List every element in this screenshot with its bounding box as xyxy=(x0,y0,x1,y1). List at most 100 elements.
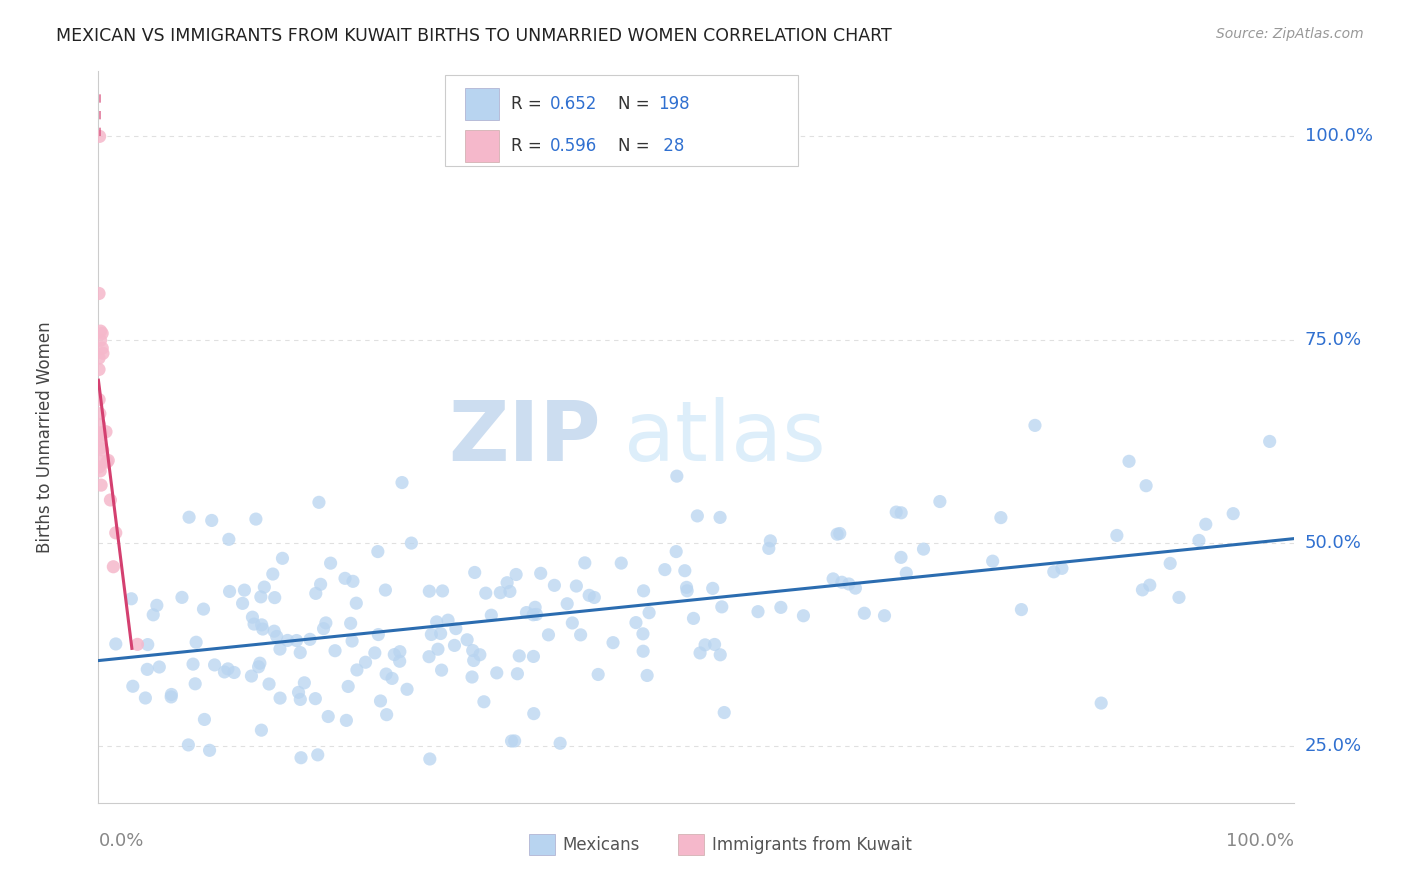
Point xyxy=(759,533,782,548)
Text: 75.0%: 75.0% xyxy=(1305,331,1362,349)
Point xyxy=(673,564,696,578)
Point xyxy=(420,627,443,641)
Point xyxy=(242,610,264,624)
Point xyxy=(426,615,449,629)
Point xyxy=(87,286,110,301)
Text: Source: ZipAtlas.com: Source: ZipAtlas.com xyxy=(1216,27,1364,41)
Point xyxy=(89,129,111,144)
Point xyxy=(218,584,240,599)
Point xyxy=(309,577,332,591)
Point xyxy=(316,709,339,723)
Point xyxy=(574,556,596,570)
Point xyxy=(204,657,226,672)
Point xyxy=(1195,517,1218,532)
Point xyxy=(218,533,240,547)
Point xyxy=(1258,434,1281,449)
Point xyxy=(631,627,654,641)
Point xyxy=(269,691,291,706)
Point xyxy=(217,662,239,676)
Point xyxy=(548,736,571,750)
Point xyxy=(1188,533,1211,548)
Point xyxy=(249,656,271,670)
Point xyxy=(136,662,159,676)
Point xyxy=(981,554,1004,568)
Point xyxy=(524,600,547,615)
Point xyxy=(87,362,110,376)
Point xyxy=(429,626,451,640)
Point xyxy=(485,665,508,680)
Text: ZIP: ZIP xyxy=(449,397,600,477)
Point xyxy=(388,654,411,668)
Point xyxy=(496,575,519,590)
Point xyxy=(1168,591,1191,605)
Point xyxy=(1132,582,1154,597)
Point xyxy=(323,643,346,657)
Point xyxy=(193,713,215,727)
Point xyxy=(340,634,363,648)
Point xyxy=(702,582,724,596)
Point xyxy=(463,653,485,667)
Point xyxy=(1159,557,1181,571)
Point xyxy=(184,635,207,649)
Point xyxy=(312,622,335,636)
Point xyxy=(461,670,484,684)
Point xyxy=(654,563,676,577)
Point xyxy=(426,642,449,657)
Point xyxy=(136,638,159,652)
Text: 198: 198 xyxy=(658,95,689,113)
Point xyxy=(304,691,326,706)
Point xyxy=(769,600,792,615)
Point xyxy=(375,667,398,681)
Point xyxy=(456,632,478,647)
Point xyxy=(479,608,502,623)
Point xyxy=(703,637,725,651)
Point xyxy=(344,596,367,610)
Point xyxy=(148,660,170,674)
Point xyxy=(120,591,142,606)
Point xyxy=(838,577,860,591)
Point xyxy=(693,638,716,652)
Point xyxy=(555,597,578,611)
Text: MEXICAN VS IMMIGRANTS FROM KUWAIT BIRTHS TO UNMARRIED WOMEN CORRELATION CHART: MEXICAN VS IMMIGRANTS FROM KUWAIT BIRTHS… xyxy=(56,27,891,45)
Point xyxy=(339,616,361,631)
Point xyxy=(177,738,200,752)
Point xyxy=(232,596,254,610)
Point xyxy=(443,639,465,653)
Point xyxy=(91,326,114,341)
Point xyxy=(515,606,537,620)
Text: 0.596: 0.596 xyxy=(550,137,598,155)
Point xyxy=(224,665,246,680)
Point xyxy=(578,588,600,602)
Point xyxy=(89,464,111,478)
Point xyxy=(430,663,453,677)
Point xyxy=(382,648,405,662)
Point xyxy=(522,649,544,664)
Point xyxy=(890,506,912,520)
Point xyxy=(335,714,357,728)
Point xyxy=(912,542,935,557)
Point xyxy=(367,627,389,641)
Point xyxy=(367,544,389,558)
Point xyxy=(269,642,291,657)
Point xyxy=(285,633,308,648)
Point xyxy=(565,579,588,593)
Point xyxy=(561,615,583,630)
Point xyxy=(104,637,127,651)
Point xyxy=(823,572,845,586)
Text: 50.0%: 50.0% xyxy=(1305,533,1361,552)
Point xyxy=(499,584,522,599)
Point xyxy=(633,583,655,598)
Point xyxy=(89,417,111,432)
Point xyxy=(419,752,441,766)
Point xyxy=(464,566,486,580)
Point xyxy=(263,624,285,639)
Point xyxy=(292,675,315,690)
Point xyxy=(890,550,912,565)
Point xyxy=(1090,696,1112,710)
Point xyxy=(247,660,270,674)
Point xyxy=(253,580,276,594)
Point xyxy=(90,333,112,347)
Point xyxy=(342,574,364,589)
Point xyxy=(475,586,498,600)
Point xyxy=(271,551,294,566)
